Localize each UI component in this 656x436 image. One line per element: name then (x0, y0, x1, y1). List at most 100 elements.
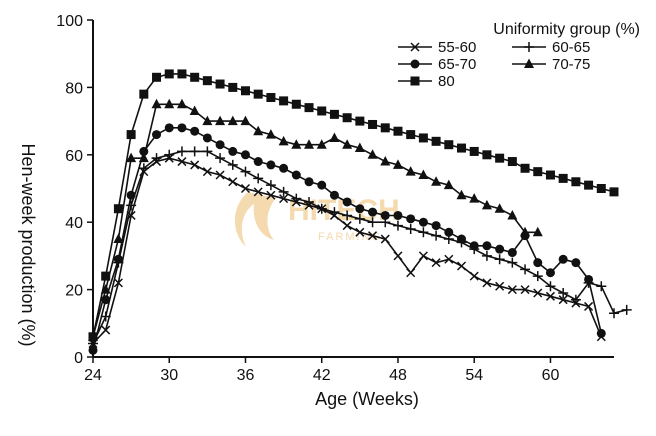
data-point (456, 189, 467, 200)
data-point (380, 210, 390, 220)
data-point (406, 214, 416, 224)
data-point (202, 167, 212, 177)
data-point (368, 119, 378, 129)
data-point (342, 210, 353, 221)
data-point (495, 281, 505, 291)
axis-ticks: 0 20 40 60 80 100 24 30 36 42 48 54 60 (56, 13, 559, 384)
data-point (481, 250, 492, 261)
data-point (393, 126, 403, 136)
data-point (533, 288, 543, 298)
data-point (481, 199, 492, 210)
data-point (405, 166, 416, 176)
data-point (228, 146, 238, 156)
data-point (126, 152, 137, 163)
y-tick-label: 40 (65, 215, 83, 232)
data-point (291, 170, 301, 180)
data-point (329, 132, 340, 142)
data-point (317, 180, 327, 190)
data-point (113, 254, 123, 264)
data-point (431, 258, 441, 268)
data-point (558, 254, 568, 264)
data-point (228, 82, 238, 92)
data-point (444, 227, 454, 237)
data-point (494, 203, 505, 213)
data-point (202, 115, 213, 126)
legend-label: 65-70 (438, 56, 476, 73)
data-point (584, 180, 594, 190)
data-point (545, 281, 556, 292)
data-point (609, 308, 619, 319)
data-point (316, 203, 327, 214)
data-point (380, 234, 390, 244)
data-point (355, 204, 365, 214)
data-point (291, 193, 302, 204)
data-point (418, 227, 429, 238)
data-point (418, 217, 428, 227)
data-point (228, 177, 238, 187)
data-point (227, 115, 238, 126)
data-point (227, 159, 238, 170)
legend-marker (524, 58, 534, 68)
legend-title: Uniformity group (%) (493, 21, 640, 38)
data-point (126, 130, 136, 140)
data-point (570, 294, 581, 305)
data-point (202, 146, 213, 157)
series-line (92, 150, 627, 344)
data-point (253, 173, 264, 184)
data-point (558, 287, 569, 298)
data-point (101, 271, 111, 281)
data-point (113, 233, 124, 244)
data-point (202, 133, 212, 143)
data-point (164, 69, 174, 79)
watermark-sub: FARMING (318, 231, 382, 243)
data-point (469, 271, 479, 281)
series-layer (88, 69, 632, 355)
data-point (405, 223, 416, 234)
series-60-65 (88, 146, 632, 349)
data-point (177, 157, 187, 167)
data-point (240, 86, 250, 96)
data-point (507, 209, 518, 220)
data-point (215, 170, 225, 180)
data-point (393, 210, 403, 220)
legend-entry: 60-65 (512, 39, 590, 56)
data-point (418, 251, 428, 261)
data-point (545, 170, 555, 180)
series-55-60 (88, 153, 606, 349)
watermark-logo-icon (234, 192, 276, 247)
data-point (304, 196, 315, 207)
data-point (545, 268, 555, 278)
data-point (482, 150, 492, 160)
data-point (342, 221, 352, 231)
data-point (304, 139, 315, 149)
data-point (126, 200, 137, 211)
data-point (368, 231, 378, 241)
data-point (138, 163, 149, 174)
data-point (621, 304, 632, 315)
data-point (266, 190, 276, 200)
data-point (507, 157, 517, 167)
data-point (456, 261, 467, 271)
data-point (240, 115, 251, 126)
data-point (329, 190, 339, 200)
x-tick-label: 30 (160, 367, 178, 384)
data-point (190, 72, 200, 82)
data-point (278, 186, 289, 197)
data-point (367, 217, 378, 228)
data-point (278, 135, 289, 146)
data-point (88, 332, 98, 342)
data-point (215, 140, 225, 150)
series-line (92, 157, 603, 345)
y-tick-label: 0 (74, 350, 83, 367)
data-point (520, 163, 530, 173)
data-point (532, 271, 543, 282)
data-point (164, 123, 174, 133)
data-point (354, 213, 365, 224)
data-point (520, 285, 530, 295)
x-tick-label: 48 (389, 367, 407, 384)
data-point (342, 197, 352, 207)
x-tick-label: 42 (313, 367, 331, 384)
legend-entry: 65-70 (398, 56, 476, 73)
data-point (443, 179, 454, 190)
data-point (571, 258, 581, 268)
